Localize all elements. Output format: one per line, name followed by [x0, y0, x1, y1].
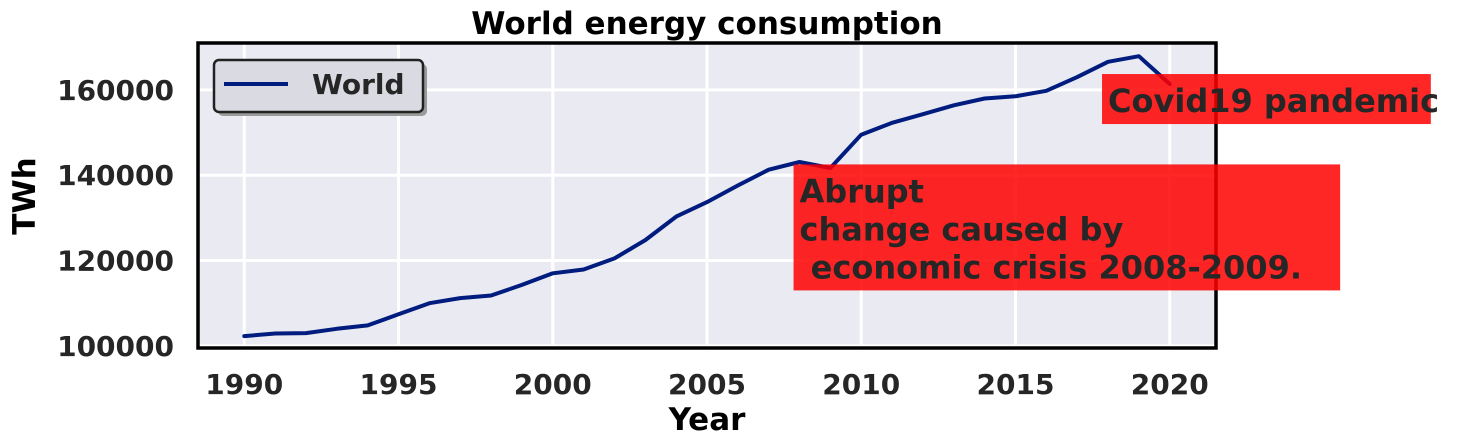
y-tick-label: 100000 [57, 330, 174, 363]
annotation-text-line: Covid19 pandemic [1108, 82, 1439, 120]
annotation-box [793, 164, 1341, 291]
legend-box [212, 58, 425, 114]
annotation-text-line: Abrupt [800, 172, 924, 210]
x-tick-label: 2020 [1131, 368, 1209, 401]
x-axis-label: Year [668, 402, 747, 438]
legend: World [212, 58, 427, 116]
x-tick-label: 2005 [668, 368, 746, 401]
x-tick-label: 2000 [514, 368, 592, 401]
annotation-text-line: change caused by [800, 210, 1124, 248]
legend-label-world: World [312, 68, 405, 101]
annotation-box [1102, 74, 1431, 125]
chart-title: World energy consumption [471, 6, 942, 42]
series-line-world [242, 54, 1172, 339]
x-tick-label: 1995 [360, 368, 438, 401]
x-tick-label: 1990 [205, 368, 283, 401]
y-tick-label: 160000 [57, 74, 174, 107]
annotation-1: Covid19 pandemic [1102, 74, 1439, 125]
y-axis-label: TWh [7, 157, 43, 234]
y-tick-label: 120000 [57, 245, 174, 278]
y-axis-ticks: 100000 120000 140000 160000 [57, 74, 174, 363]
y-tick-label: 140000 [57, 159, 174, 192]
annotation-text-line: economic crisis 2008-2009. [800, 248, 1302, 286]
x-tick-label: 2015 [977, 368, 1055, 401]
x-axis-ticks: 1990 1995 2000 2005 2010 2015 2020 [205, 368, 1208, 401]
x-tick-label: 2010 [822, 368, 900, 401]
